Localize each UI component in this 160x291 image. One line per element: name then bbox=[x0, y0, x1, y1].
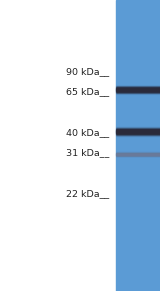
Text: 40 kDa__: 40 kDa__ bbox=[66, 128, 109, 137]
Bar bbox=[116, 130, 160, 131]
Text: 31 kDa__: 31 kDa__ bbox=[66, 148, 109, 157]
Text: 90 kDa__: 90 kDa__ bbox=[66, 67, 109, 76]
Bar bbox=[116, 133, 160, 134]
Bar bbox=[116, 134, 160, 135]
Text: 22 kDa__: 22 kDa__ bbox=[66, 189, 109, 198]
Bar bbox=[116, 129, 160, 130]
Bar bbox=[116, 128, 160, 129]
Bar bbox=[116, 0, 160, 291]
Bar bbox=[116, 132, 160, 133]
Bar bbox=[116, 135, 160, 136]
Bar bbox=[116, 131, 160, 132]
Text: 65 kDa__: 65 kDa__ bbox=[66, 87, 109, 96]
